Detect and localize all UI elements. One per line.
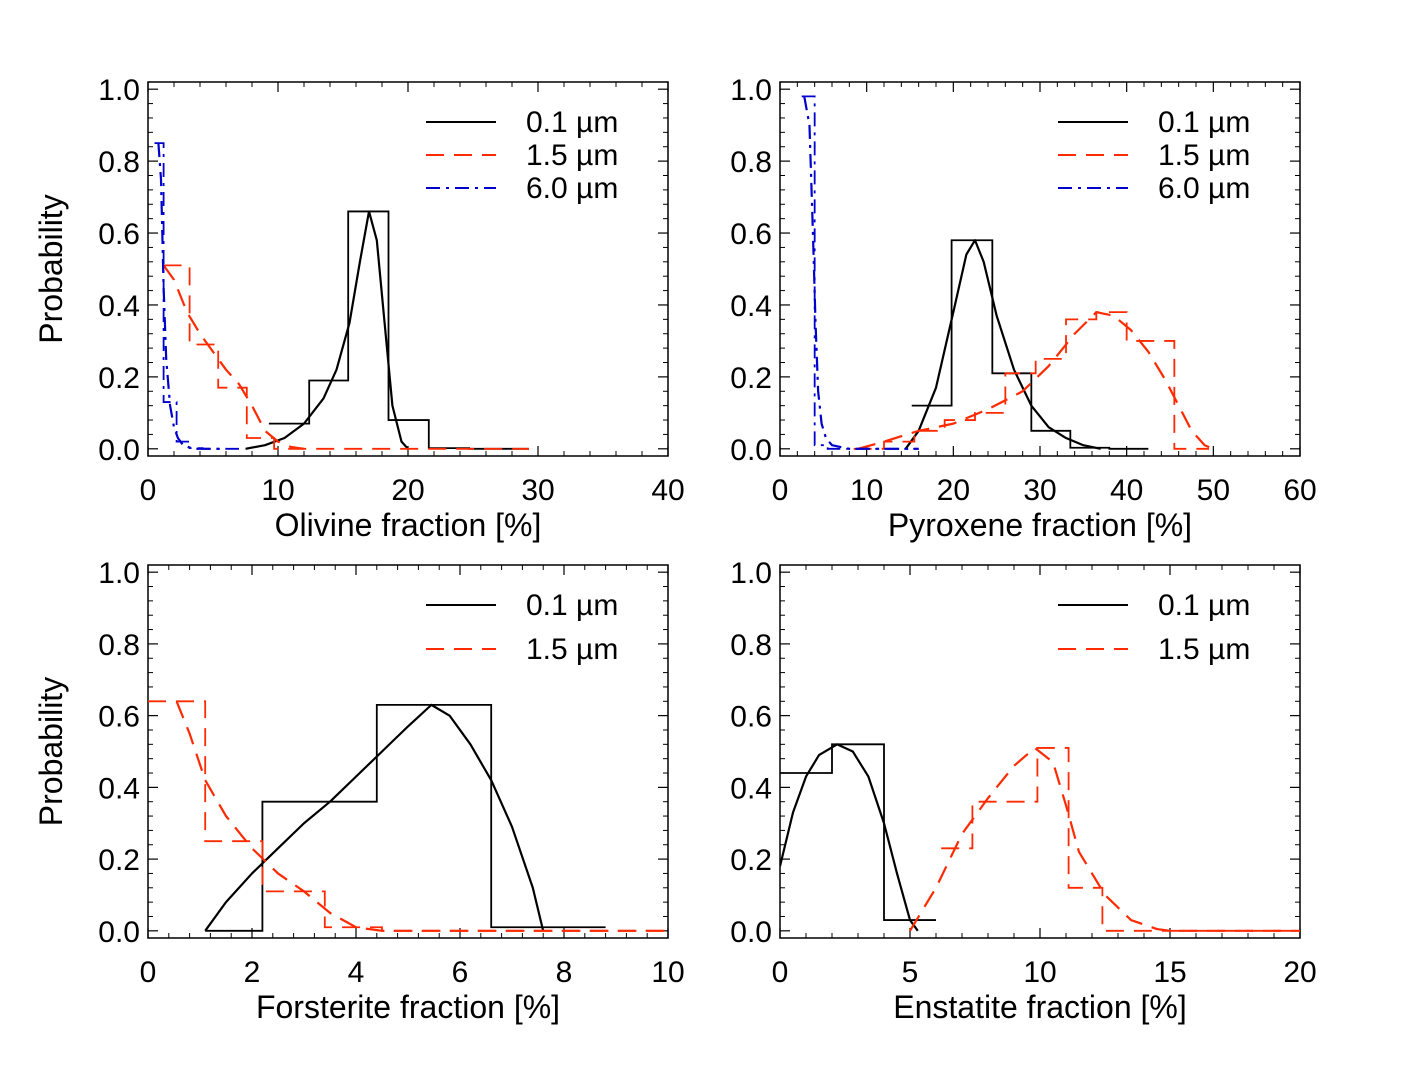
histogram-series-3 [801, 95, 919, 450]
legend-label-1: 0.1 µm [1158, 589, 1250, 622]
y-tick-label: 1.0 [98, 557, 140, 590]
y-tick-label: 0.2 [98, 844, 140, 877]
x-tick-label: 15 [1153, 956, 1186, 989]
legend-label-1: 0.1 µm [526, 106, 618, 139]
legend: 0.1 µm1.5 µm6.0 µm [426, 106, 618, 205]
y-tick-label: 0.6 [730, 218, 772, 251]
x-tick-label: 40 [1110, 474, 1143, 507]
x-tick-label: 0 [772, 474, 789, 507]
plot-area [148, 700, 668, 932]
y-tick-label: 0.0 [730, 434, 772, 467]
legend: 0.1 µm 1.5 µm [1058, 589, 1250, 666]
legend-label-2: 1.5 µm [1158, 633, 1250, 666]
curve-series-3 [803, 96, 919, 450]
legend-label-1: 0.1 µm [1158, 106, 1250, 139]
chart-panel-4: 0 5 10 15 20 0.0 0.2 0.4 0.6 0.8 1.0 Enstatite frac… [730, 557, 1316, 1025]
y-tick-label: 0.2 [730, 362, 772, 395]
curve-series-2 [909, 746, 1300, 932]
legend: 0.1 µm 1.5 µm [426, 589, 618, 666]
x-tick-label: 8 [556, 956, 573, 989]
y-tick-label: 0.8 [98, 629, 140, 662]
legend: 0.1 µm1.5 µm6.0 µm [1058, 106, 1250, 205]
y-tick-label: 0.4 [730, 290, 772, 323]
y-tick-label: 0.0 [98, 434, 140, 467]
x-tick-label: 30 [1023, 474, 1056, 507]
y-tick-label: 0.6 [98, 218, 140, 251]
x-tick-label: 40 [651, 474, 684, 507]
x-axis-label: Enstatite fraction [%] [893, 989, 1186, 1025]
y-tick-label: 0.2 [98, 362, 140, 395]
curve-series-1 [204, 703, 545, 932]
x-tick-label: 30 [521, 474, 554, 507]
legend-label-3: 6.0 µm [526, 172, 618, 205]
legend-label-1: 0.1 µm [526, 589, 618, 622]
plot-area [801, 95, 1214, 450]
y-tick-label: 0.2 [730, 844, 772, 877]
histogram-series-2 [148, 700, 668, 932]
histogram-series-2 [163, 264, 529, 450]
y-tick-label: 0.6 [730, 701, 772, 734]
legend-label-2: 1.5 µm [526, 139, 618, 172]
y-tick-label: 0.8 [730, 146, 772, 179]
legend-label-2: 1.5 µm [1158, 139, 1250, 172]
x-tick-label: 0 [772, 956, 789, 989]
y-tick-label: 1.0 [730, 74, 772, 107]
y-tick-label: 0.4 [98, 290, 140, 323]
x-tick-label: 20 [937, 474, 970, 507]
x-axis-label: Forsterite fraction [%] [256, 989, 560, 1025]
y-tick-label: 0.0 [730, 916, 772, 949]
histogram-series-1 [205, 703, 606, 932]
y-tick-label: 0.6 [98, 701, 140, 734]
y-axis-label: Probability [33, 194, 69, 343]
plot-frame [147, 564, 669, 939]
x-tick-label: 6 [452, 956, 469, 989]
y-tick-label: 0.4 [730, 772, 772, 805]
x-tick-label: 4 [348, 956, 365, 989]
legend-label-2: 1.5 µm [526, 633, 618, 666]
y-tick-label: 0.8 [98, 146, 140, 179]
x-tick-label: 10 [1023, 956, 1056, 989]
y-tick-label: 1.0 [730, 557, 772, 590]
curve-series-2 [162, 264, 305, 450]
curve-series-2 [175, 700, 668, 932]
curve-series-1 [904, 239, 1101, 450]
x-tick-label: 20 [391, 474, 424, 507]
y-tick-label: 0.4 [98, 772, 140, 805]
histogram-series-3 [154, 142, 239, 450]
histogram-series-1 [911, 239, 1149, 450]
curve-series-1 [245, 210, 409, 450]
x-tick-label: 20 [1283, 956, 1316, 989]
x-tick-label: 5 [902, 956, 919, 989]
x-axis-label: Olivine fraction [%] [275, 507, 542, 543]
plot-area [780, 743, 1300, 932]
histogram-series-2 [941, 747, 1300, 932]
x-axis-label: Pyroxene fraction [%] [888, 507, 1192, 543]
chart-panel-2: 0 10 20 30 40 50 60 0.0 0.2 0.4 0.6 0.8 1.0 Pyroxene … [730, 74, 1316, 543]
legend-label-3: 6.0 µm [1158, 172, 1250, 205]
curve-series-2 [857, 311, 1214, 450]
x-tick-label: 10 [850, 474, 883, 507]
y-tick-label: 0.8 [730, 629, 772, 662]
y-tick-label: 0.0 [98, 916, 140, 949]
chart-panel-3: 0 2 4 6 8 10 0.0 0.2 0.4 0.6 0.8 1.0 Forsterite frac… [33, 557, 685, 1025]
y-axis-label: Probability [33, 677, 69, 826]
plot-area [154, 142, 529, 450]
x-tick-label: 0 [140, 956, 157, 989]
x-tick-label: 50 [1197, 474, 1230, 507]
x-tick-label: 0 [140, 474, 157, 507]
x-tick-label: 10 [261, 474, 294, 507]
x-tick-label: 2 [244, 956, 261, 989]
chart-panel-1: 0 10 20 30 40 0.0 0.2 0.4 0.6 0.8 1.0 Olivine fract… [33, 74, 685, 543]
x-tick-label: 60 [1283, 474, 1316, 507]
y-tick-label: 1.0 [98, 74, 140, 107]
histogram-series-1 [268, 210, 529, 450]
histogram-series-1 [780, 743, 936, 921]
curve-series-3 [157, 143, 226, 450]
x-tick-label: 10 [651, 956, 684, 989]
curve-series-1 [780, 743, 919, 932]
